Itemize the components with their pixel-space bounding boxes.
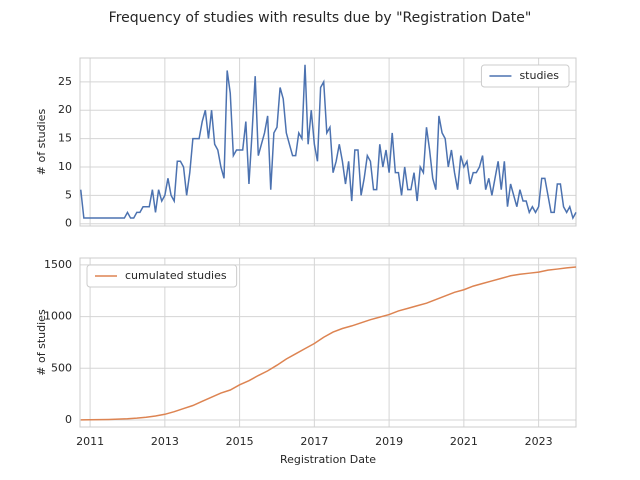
y-axis-label: # of studies (35, 109, 48, 176)
y-tick-label: 10 (58, 160, 72, 173)
legend-label: studies (519, 69, 559, 82)
figure-title: Frequency of studies with results due by… (109, 10, 532, 26)
y-axis-label: # of studies (35, 309, 48, 376)
y-tick-label: 500 (51, 361, 72, 374)
y-tick-label: 5 (65, 188, 72, 201)
line (80, 266, 577, 421)
line (80, 64, 577, 221)
y-tick-label: 20 (58, 103, 72, 116)
plot-frame (79, 257, 577, 428)
x-tick-label: 2023 (525, 435, 553, 448)
x-tick-label: 2019 (375, 435, 403, 448)
y-tick-label: 0 (65, 217, 72, 230)
plot-frame (79, 57, 577, 227)
legend-box (86, 264, 238, 288)
x-tick-label: 2013 (151, 435, 179, 448)
y-tick-label: 0 (65, 413, 72, 426)
y-tick-label: 1000 (44, 310, 72, 323)
legend-box (480, 64, 570, 88)
x-tick-label: 2015 (226, 435, 254, 448)
y-tick-label: 15 (58, 132, 72, 145)
x-tick-label: 2011 (76, 435, 104, 448)
x-tick-label: 2021 (450, 435, 478, 448)
x-tick-label: 2017 (300, 435, 328, 448)
y-tick-label: 25 (58, 75, 72, 88)
y-tick-label: 1500 (44, 258, 72, 271)
x-axis-label: Registration Date (280, 453, 376, 466)
legend-label: cumulated studies (125, 269, 227, 282)
